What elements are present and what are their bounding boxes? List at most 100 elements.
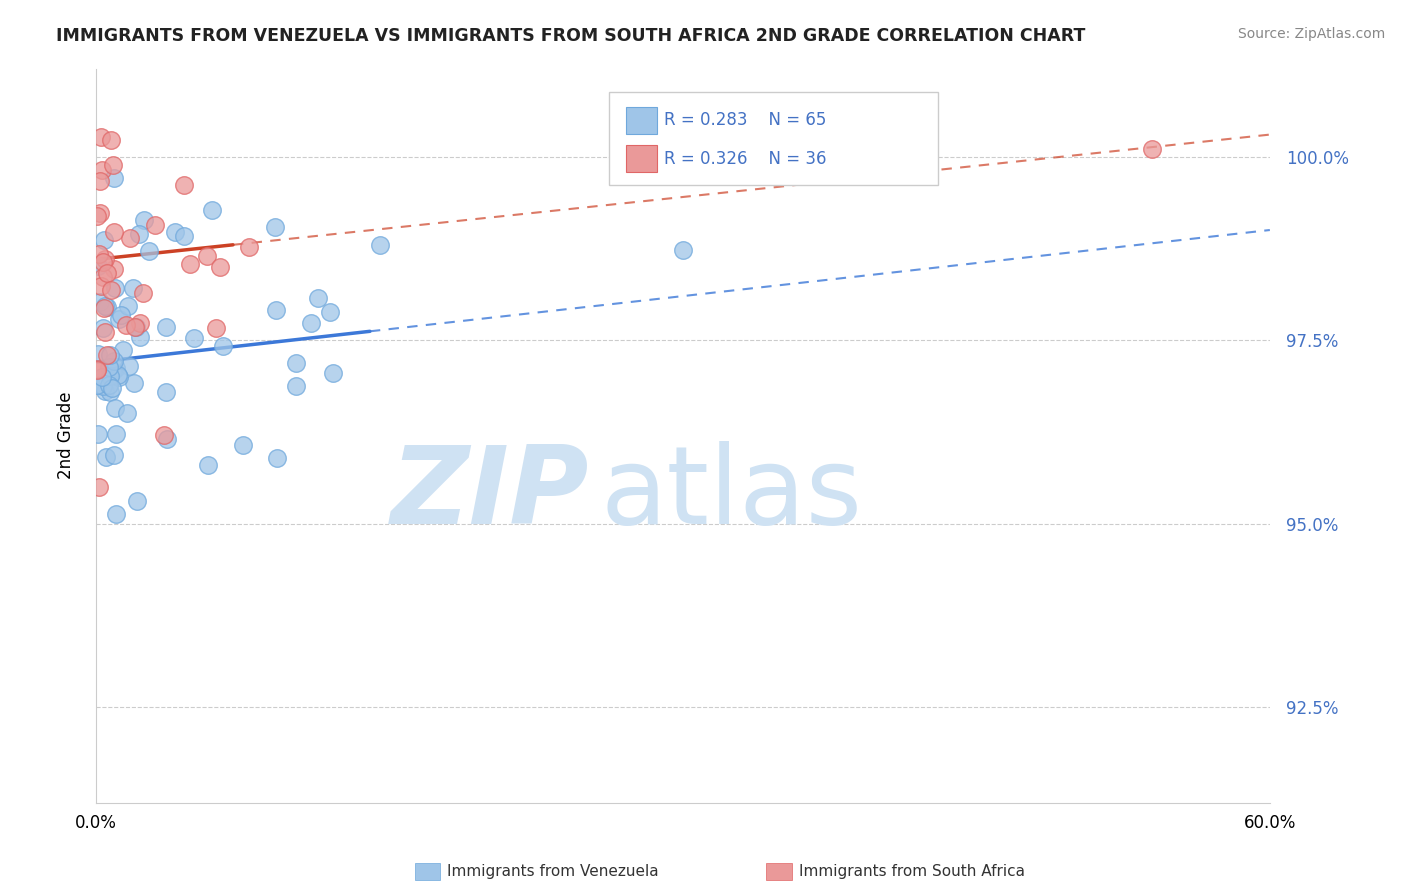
Point xyxy=(89,295,111,310)
Point xyxy=(96,300,118,314)
Point xyxy=(96,266,118,280)
Y-axis label: 2nd Grade: 2nd Grade xyxy=(58,392,75,479)
Point xyxy=(100,381,122,395)
Point xyxy=(163,226,186,240)
Point xyxy=(110,308,132,322)
Point xyxy=(87,246,110,260)
Text: R = 0.326    N = 36: R = 0.326 N = 36 xyxy=(664,150,827,168)
Point xyxy=(197,458,219,473)
Point xyxy=(90,369,112,384)
Point xyxy=(111,343,134,358)
Point xyxy=(138,244,160,259)
Point xyxy=(91,378,114,392)
Point xyxy=(132,286,155,301)
Point xyxy=(285,378,308,392)
Point xyxy=(114,318,136,333)
Point xyxy=(266,451,288,466)
Point xyxy=(87,347,110,361)
Point xyxy=(155,432,177,446)
Text: Immigrants from Venezuela: Immigrants from Venezuela xyxy=(447,864,659,879)
Point xyxy=(368,238,391,252)
Point xyxy=(122,281,145,295)
Text: R = 0.283    N = 65: R = 0.283 N = 65 xyxy=(664,112,825,129)
Point xyxy=(87,259,110,273)
Point xyxy=(173,178,195,192)
Point xyxy=(132,212,155,227)
Point xyxy=(90,278,112,293)
Text: ZIP: ZIP xyxy=(391,442,589,548)
Point xyxy=(124,320,146,334)
Point xyxy=(118,359,141,374)
Point xyxy=(238,240,260,254)
Point xyxy=(307,291,329,305)
Point xyxy=(87,426,110,441)
Point xyxy=(155,385,177,400)
Point xyxy=(93,325,115,339)
Point xyxy=(299,316,322,330)
Point xyxy=(93,301,115,316)
Point xyxy=(155,320,177,334)
Text: atlas: atlas xyxy=(600,442,863,548)
Point xyxy=(103,170,125,185)
Point xyxy=(105,360,128,375)
Point xyxy=(179,257,201,271)
Point xyxy=(103,449,125,463)
Point xyxy=(97,359,120,374)
Point xyxy=(93,252,115,266)
Point xyxy=(90,130,112,145)
Point xyxy=(96,348,118,362)
Point xyxy=(128,227,150,241)
Point xyxy=(264,219,287,234)
Point xyxy=(117,299,139,313)
Point xyxy=(105,507,128,521)
Point xyxy=(94,300,117,314)
Point xyxy=(108,369,131,384)
Point xyxy=(100,283,122,297)
Point xyxy=(91,321,114,335)
Point xyxy=(90,163,112,178)
Point xyxy=(98,348,121,362)
Point xyxy=(672,244,695,258)
Text: Immigrants from South Africa: Immigrants from South Africa xyxy=(799,864,1025,879)
Point xyxy=(103,281,125,295)
Point xyxy=(86,210,108,224)
Point xyxy=(125,494,148,508)
Point xyxy=(103,261,125,276)
Point xyxy=(98,384,121,399)
Point xyxy=(107,368,129,383)
Point xyxy=(101,364,124,378)
Point xyxy=(104,401,127,415)
Point xyxy=(91,270,114,285)
Point xyxy=(212,339,235,353)
Point xyxy=(101,158,124,172)
Point xyxy=(201,203,224,218)
Point xyxy=(153,427,176,442)
Point xyxy=(104,427,127,442)
Point xyxy=(319,304,342,318)
Point xyxy=(86,362,108,376)
Point xyxy=(117,406,139,420)
Text: IMMIGRANTS FROM VENEZUELA VS IMMIGRANTS FROM SOUTH AFRICA 2ND GRADE CORRELATION : IMMIGRANTS FROM VENEZUELA VS IMMIGRANTS … xyxy=(56,27,1085,45)
Point xyxy=(122,376,145,390)
Point xyxy=(103,354,125,368)
Point xyxy=(285,356,308,370)
Point xyxy=(129,330,152,344)
Point xyxy=(118,230,141,244)
Point xyxy=(103,226,125,240)
Point xyxy=(93,233,115,247)
Point xyxy=(322,366,344,380)
Point xyxy=(98,377,121,392)
Point xyxy=(91,255,114,269)
Point xyxy=(98,369,121,384)
Point xyxy=(86,377,108,392)
Point xyxy=(89,206,111,220)
Point xyxy=(86,363,108,377)
Point xyxy=(143,218,166,232)
Point xyxy=(195,249,218,263)
Point xyxy=(232,438,254,452)
Point xyxy=(124,320,146,334)
Point xyxy=(266,303,288,318)
Point xyxy=(87,480,110,494)
Point xyxy=(1142,142,1164,156)
Point xyxy=(107,312,129,326)
